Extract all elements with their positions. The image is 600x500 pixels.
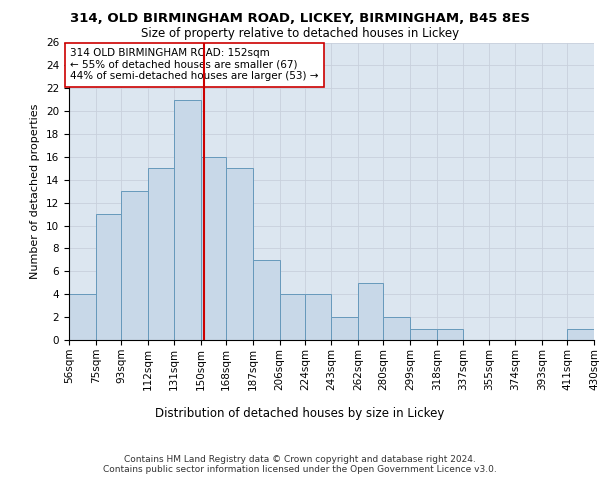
Bar	[201, 157, 226, 340]
Bar	[253, 260, 280, 340]
Bar	[148, 168, 174, 340]
Bar	[226, 168, 253, 340]
Bar	[568, 328, 594, 340]
Bar	[331, 317, 358, 340]
Bar	[280, 294, 305, 340]
Bar	[437, 328, 463, 340]
Text: 314 OLD BIRMINGHAM ROAD: 152sqm
← 55% of detached houses are smaller (67)
44% of: 314 OLD BIRMINGHAM ROAD: 152sqm ← 55% of…	[70, 48, 319, 82]
Text: Contains HM Land Registry data © Crown copyright and database right 2024.
Contai: Contains HM Land Registry data © Crown c…	[103, 455, 497, 474]
Bar	[358, 283, 383, 340]
Bar	[305, 294, 331, 340]
Bar	[69, 294, 95, 340]
Text: Size of property relative to detached houses in Lickey: Size of property relative to detached ho…	[141, 28, 459, 40]
Bar	[95, 214, 121, 340]
Bar	[174, 100, 201, 340]
Bar	[410, 328, 437, 340]
Y-axis label: Number of detached properties: Number of detached properties	[31, 104, 40, 279]
Bar	[383, 317, 410, 340]
Bar	[121, 191, 148, 340]
Text: 314, OLD BIRMINGHAM ROAD, LICKEY, BIRMINGHAM, B45 8ES: 314, OLD BIRMINGHAM ROAD, LICKEY, BIRMIN…	[70, 12, 530, 26]
Text: Distribution of detached houses by size in Lickey: Distribution of detached houses by size …	[155, 408, 445, 420]
